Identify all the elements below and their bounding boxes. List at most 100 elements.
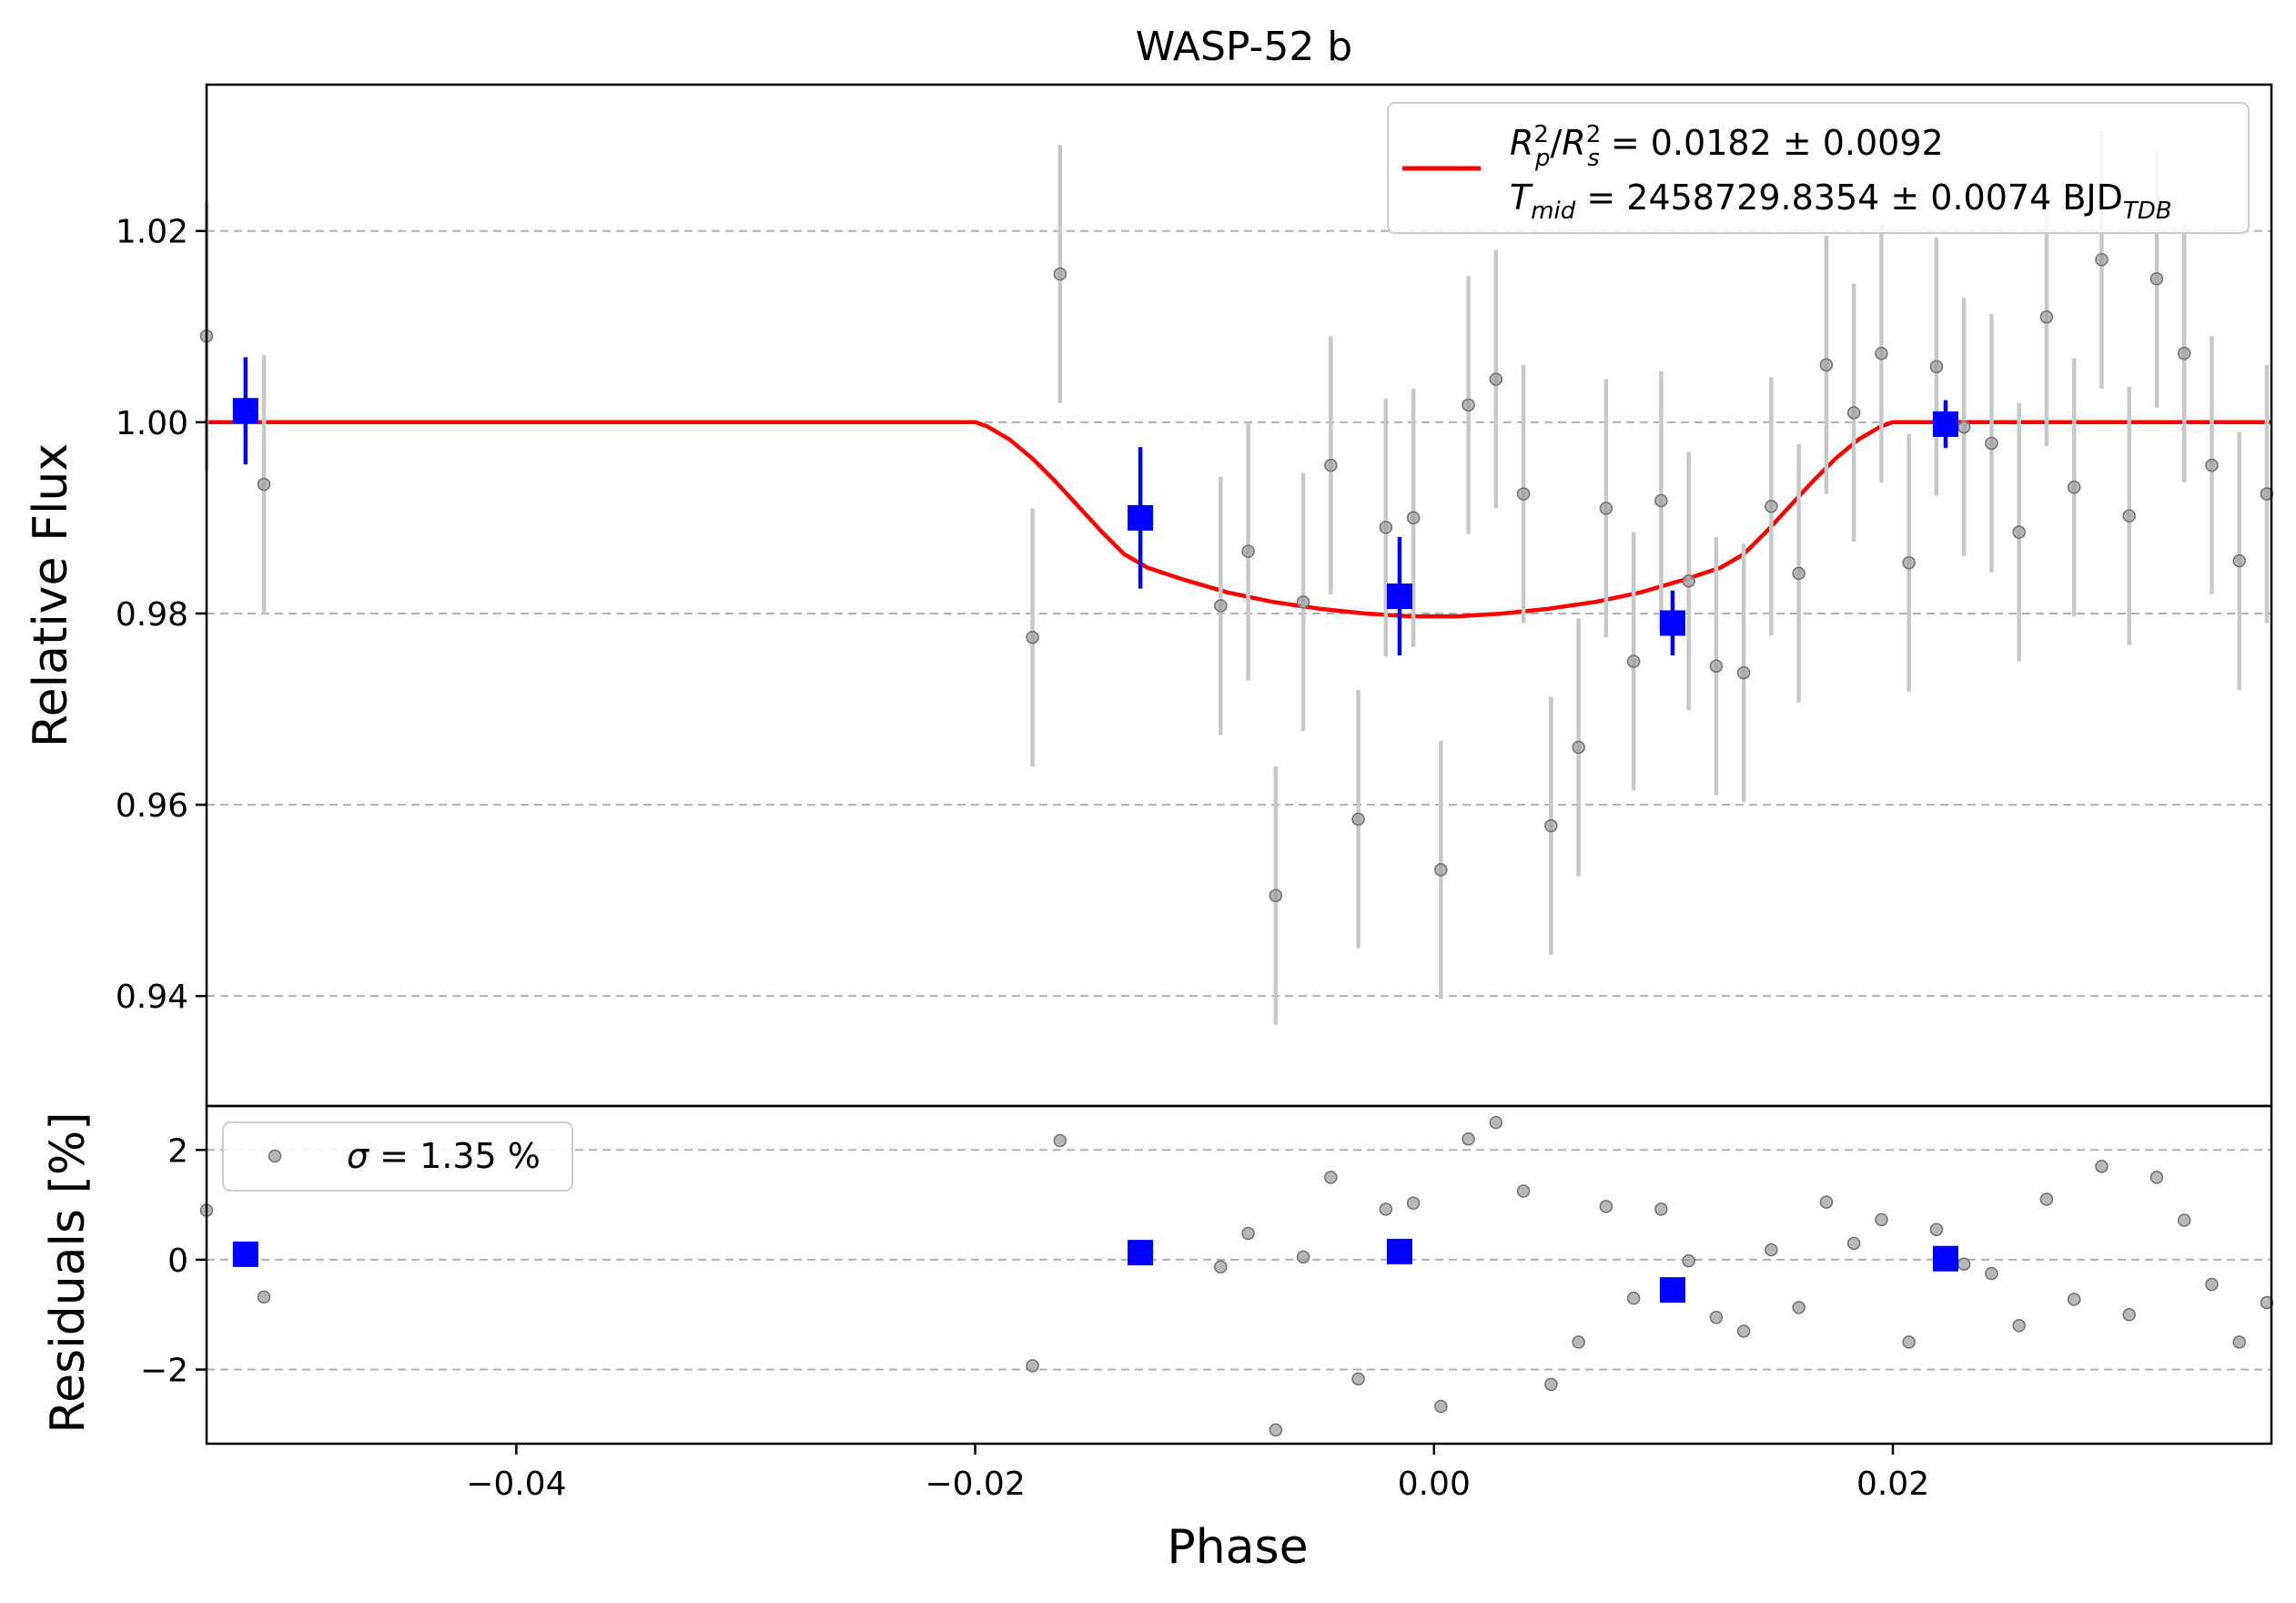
flux-data-point xyxy=(1985,436,1998,451)
flux-data-point xyxy=(1654,493,1668,508)
flux-data-point xyxy=(1026,630,1039,644)
flux-data-point xyxy=(1709,659,1724,673)
residuals-panel: −2 0 2 −0.04 −0.02 0.00 0.02 Residuals [%] Ph… xyxy=(41,1104,2274,1575)
residual-data-point xyxy=(2122,1307,2136,1322)
flux-data-point xyxy=(1269,888,1283,903)
residual-data-point xyxy=(257,1290,271,1304)
residual-data-point xyxy=(1324,1171,1338,1184)
flux-data-point xyxy=(1902,556,1916,570)
residual-data-point xyxy=(2149,1171,2164,1184)
residuals-legend-box xyxy=(222,1121,573,1192)
binned-data-point xyxy=(1128,504,1154,531)
flux-data-point xyxy=(1379,521,1393,534)
flux-data-point xyxy=(1241,544,1255,558)
residual-data-point xyxy=(2232,1335,2246,1349)
residual-data-point xyxy=(1902,1335,1916,1349)
residual-data-point xyxy=(2067,1293,2081,1306)
flux-data-point xyxy=(1957,420,1971,434)
flux-data-point xyxy=(2012,525,2026,539)
flux-data-point xyxy=(2260,487,2274,501)
residual-data-point xyxy=(1875,1212,1888,1227)
legend-residual-marker xyxy=(268,1149,282,1163)
flux-data-point xyxy=(2122,509,2136,523)
flux-data-point xyxy=(1626,654,1641,668)
flux-data-point xyxy=(1846,406,1861,420)
flux-y-tick-label: 0.94 xyxy=(116,979,188,1016)
residual-data-point xyxy=(1819,1195,1834,1209)
flux-data-point xyxy=(1351,812,1365,827)
residual-data-point xyxy=(1654,1202,1668,1216)
legend-depth-label: R2 p/R2 s = 0.0182 ± 0.0092 xyxy=(1510,121,1944,172)
flux-data-point xyxy=(1053,267,1067,281)
residuals-y-tick-label: 2 xyxy=(167,1132,188,1170)
flux-legend: R2 p/R2 s = 0.0182 ± 0.0092 Tmid = 2458729… xyxy=(1387,102,2250,234)
residual-data-point xyxy=(1379,1202,1393,1216)
flux-data-point xyxy=(2177,346,2191,360)
flux-data-point xyxy=(2149,272,2164,286)
residual-data-point xyxy=(1572,1335,1585,1349)
transit-model-layer xyxy=(207,420,2271,619)
flux-data-point xyxy=(1572,740,1585,755)
binned-residual-point xyxy=(1659,1277,1685,1304)
flux-data-point xyxy=(1214,599,1228,613)
residual-data-point xyxy=(1462,1131,1475,1146)
residuals-y-ticks: −2 0 2 xyxy=(140,1132,207,1390)
residuals-y-tick-label: −2 xyxy=(140,1353,188,1390)
flux-data-point xyxy=(1765,500,1778,513)
residuals-legend: σ = 1.35 % xyxy=(222,1121,573,1192)
residual-data-point xyxy=(1682,1253,1695,1268)
binned-residual-point xyxy=(1933,1245,1959,1272)
residual-data-point xyxy=(1489,1115,1503,1130)
legend-midtime-label: Tmid = 2458729.8354 ± 0.0074 BJDTDB xyxy=(1510,178,2172,225)
residual-data-point xyxy=(2012,1319,2026,1333)
flux-data-point xyxy=(2039,310,2054,324)
residual-data-point xyxy=(1296,1250,1310,1264)
residual-data-point xyxy=(1269,1423,1283,1437)
residual-data-point xyxy=(1214,1260,1228,1274)
residuals-y-tick-label: 0 xyxy=(167,1243,188,1280)
flux-y-tick-label: 0.98 xyxy=(116,596,188,634)
flux-data-point xyxy=(2067,481,2081,494)
residual-data-point xyxy=(1792,1301,1805,1314)
phase-x-tick-label: 0.02 xyxy=(1856,1466,1929,1503)
residual-data-point xyxy=(2260,1295,2274,1310)
residual-data-point xyxy=(1053,1133,1067,1148)
residual-data-point xyxy=(2205,1277,2219,1292)
flux-data-point xyxy=(1792,566,1805,581)
binned-residual-point xyxy=(232,1241,258,1267)
flux-data-point xyxy=(1462,398,1475,412)
residual-data-point xyxy=(1626,1291,1641,1305)
flux-data-point xyxy=(1599,502,1613,515)
residual-data-point xyxy=(1985,1266,1998,1281)
transit-model-curve xyxy=(207,420,2271,619)
flux-y-ticks: 0.94 0.96 0.98 1.00 1.02 xyxy=(116,214,207,1016)
phase-x-tick-label: 0.00 xyxy=(1398,1466,1471,1503)
flux-data-point xyxy=(1516,487,1531,501)
flux-binned-layer xyxy=(232,357,1959,656)
binned-residual-point xyxy=(1128,1240,1154,1266)
residual-data-point xyxy=(1765,1243,1778,1257)
residual-data-point xyxy=(1026,1359,1039,1373)
binned-data-point xyxy=(232,398,258,424)
flux-y-tick-label: 1.02 xyxy=(116,214,188,251)
residual-data-point xyxy=(1351,1372,1365,1386)
flux-data-point xyxy=(1819,358,1834,372)
flux-data-point xyxy=(1682,573,1695,588)
residual-data-point xyxy=(2177,1213,2191,1227)
residual-data-point xyxy=(1516,1184,1531,1198)
phase-x-tick-label: −0.02 xyxy=(925,1466,1025,1503)
residual-data-point xyxy=(1241,1226,1255,1241)
residual-data-point xyxy=(1736,1324,1751,1338)
flux-y-tick-label: 1.00 xyxy=(116,405,188,442)
residual-data-point xyxy=(1406,1196,1421,1211)
flux-data-point xyxy=(1296,595,1310,609)
binned-data-point xyxy=(1386,583,1412,610)
binned-data-point xyxy=(1933,411,1959,437)
legend-sigma-label: σ = 1.35 % xyxy=(347,1136,541,1176)
residual-data-point xyxy=(1434,1399,1448,1414)
binned-residual-point xyxy=(1386,1238,1412,1264)
flux-data-point xyxy=(1489,372,1503,386)
flux-data-point xyxy=(257,477,271,492)
